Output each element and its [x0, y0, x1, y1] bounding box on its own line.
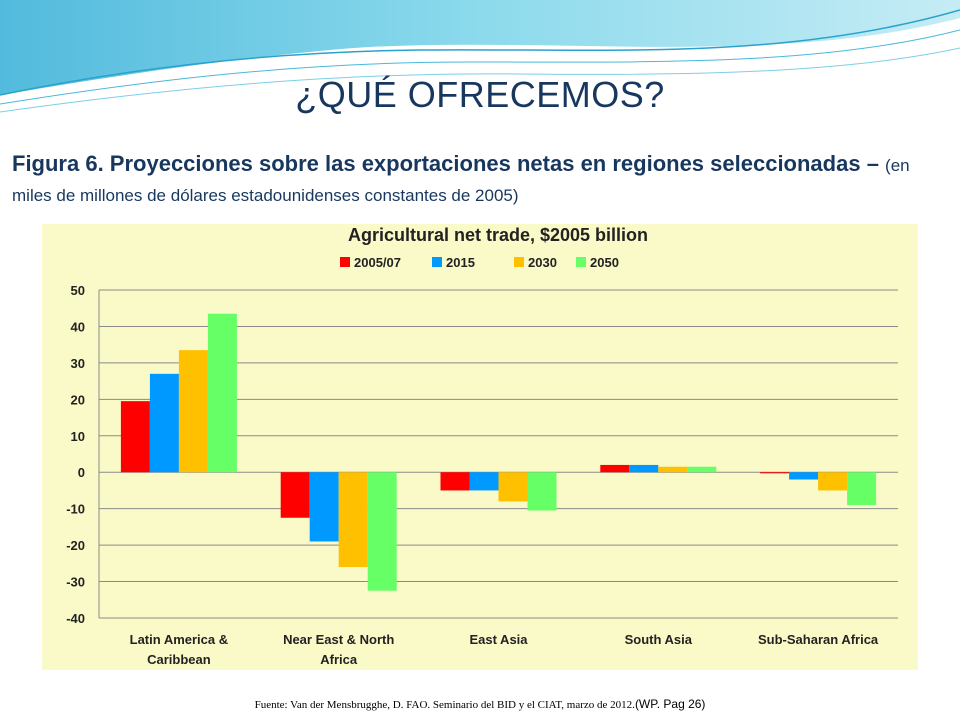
legend-label-0: 2005/07 [354, 255, 401, 270]
bar-2-2 [498, 472, 528, 502]
x-tick-label-2-0: East Asia [469, 632, 528, 647]
bar-3-1 [629, 464, 659, 473]
y-axis: 50 40 30 20 10 0 -10 -20 -30 -40 [66, 283, 100, 626]
x-tick-label-1-1: Africa [320, 652, 358, 667]
bar-1-2 [338, 472, 368, 567]
y-tick-label-9: -40 [66, 611, 85, 626]
bar-0-3 [207, 313, 237, 473]
x-tick-label-1-0: Near East & North [283, 632, 394, 647]
y-tick-label-2: 30 [71, 356, 85, 371]
x-tick-label-0-0: Latin America & [130, 632, 229, 647]
legend-label-3: 2050 [590, 255, 619, 270]
bar-4-3 [847, 472, 877, 506]
source-note: Fuente: Van der Mensbrugghe, D. FAO. Sem… [0, 697, 960, 711]
legend-swatch-1 [432, 257, 442, 267]
bar-4-2 [818, 472, 848, 491]
y-tick-label-6: -10 [66, 502, 85, 517]
legend-swatch-2 [514, 257, 524, 267]
bar-2-1 [469, 472, 499, 491]
chart-bars [120, 313, 877, 591]
bar-4-0 [760, 472, 790, 474]
legend-swatch-0 [340, 257, 350, 267]
y-tick-label-3: 20 [71, 392, 85, 407]
bar-3-2 [658, 466, 688, 473]
bar-0-2 [178, 350, 208, 473]
net-trade-bar-chart: Agricultural net trade, $2005 billion 20… [66, 225, 898, 667]
x-tick-label-0-1: Caribbean [147, 652, 211, 667]
y-tick-label-1: 40 [71, 319, 85, 334]
slide-title: ¿QUÉ OFRECEMOS? [295, 74, 665, 115]
figure-caption-main: Figura 6. Proyecciones sobre las exporta… [12, 151, 886, 176]
legend-label-1: 2015 [446, 255, 475, 270]
y-tick-label-8: -30 [66, 575, 85, 590]
x-axis: Latin America & Caribbean Near East & Nort… [130, 632, 879, 667]
bar-2-3 [527, 472, 557, 511]
x-tick-label-3-0: South Asia [625, 632, 693, 647]
bar-3-3 [687, 466, 717, 473]
y-tick-label-5: 0 [78, 465, 85, 480]
x-tick-label-4-0: Sub-Saharan Africa [758, 632, 879, 647]
figure-caption: Figura 6. Proyecciones sobre las exporta… [12, 150, 947, 210]
bar-2-0 [440, 472, 470, 491]
bar-0-1 [149, 373, 179, 473]
bar-4-1 [789, 472, 819, 480]
y-tick-label-0: 50 [71, 283, 85, 298]
chart-panel: Agricultural net trade, $2005 billion 20… [42, 224, 918, 670]
bar-1-1 [309, 472, 339, 542]
source-citation: Fuente: Van der Mensbrugghe, D. FAO. Sem… [254, 699, 635, 711]
chart-legend: 2005/07 2015 2030 2050 [340, 255, 619, 270]
y-tick-label-7: -20 [66, 538, 85, 553]
y-tick-label-4: 10 [71, 429, 85, 444]
bar-1-0 [280, 472, 310, 518]
bar-1-3 [367, 472, 397, 591]
chart-title: Agricultural net trade, $2005 billion [348, 225, 648, 245]
bar-0-0 [120, 401, 150, 473]
legend-label-2: 2030 [528, 255, 557, 270]
figure-caption-units: (en miles de millones de dólares estadou… [12, 156, 910, 205]
legend-swatch-3 [576, 257, 586, 267]
decorative-wave-banner [0, 0, 960, 113]
bar-3-0 [600, 464, 630, 473]
source-page-reference: (WP. Pag 26) [634, 697, 706, 711]
